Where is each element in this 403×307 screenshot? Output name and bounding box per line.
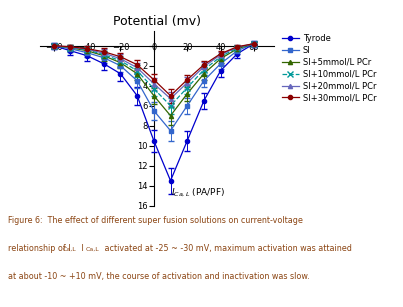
Text: at about -10 ~ +10 mV, the course of activation and inactivation was slow.: at about -10 ~ +10 mV, the course of act… bbox=[8, 272, 310, 281]
Title: Potential (mv): Potential (mv) bbox=[113, 15, 201, 28]
Text: relationship of I: relationship of I bbox=[8, 244, 71, 253]
Text: activated at -25 ~ -30 mV, maximum activation was attained: activated at -25 ~ -30 mV, maximum activ… bbox=[102, 244, 351, 253]
Legend: Tyrode, SI, SI+5mmol/L PCr, SI+10mmol/L PCr, SI+20mmol/L PCr, SI+30mmol/L PCr: Tyrode, SI, SI+5mmol/L PCr, SI+10mmol/L … bbox=[279, 31, 380, 106]
Text: I: I bbox=[79, 244, 83, 253]
Text: $I_{Ca,L}$ (PA/PF): $I_{Ca,L}$ (PA/PF) bbox=[171, 186, 225, 199]
Text: Ca,L: Ca,L bbox=[85, 247, 99, 252]
Text: Figure 6:  The effect of different super fusion solutions on current-voltage: Figure 6: The effect of different super … bbox=[8, 216, 303, 225]
Text: Ca,L: Ca,L bbox=[62, 247, 76, 252]
